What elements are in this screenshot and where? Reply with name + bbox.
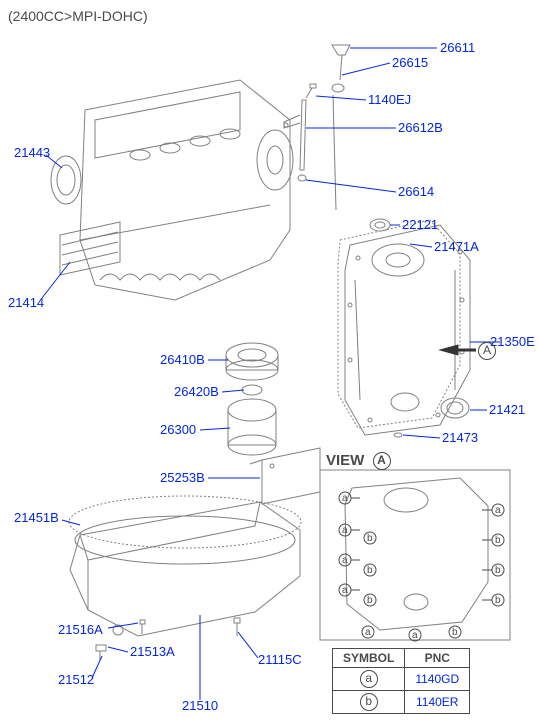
callout-26410B[interactable]: 26410B <box>160 352 205 367</box>
view-label-text: VIEW <box>326 452 364 469</box>
callout-26615[interactable]: 26615 <box>392 55 428 70</box>
table-row: a 1140GD <box>333 668 470 691</box>
callout-22121[interactable]: 22121 <box>402 217 438 232</box>
callout-21516A[interactable]: 21516A <box>58 622 103 637</box>
callout-21471A[interactable]: 21471A <box>434 239 479 254</box>
table-row: b 1140ER <box>333 691 470 714</box>
svg-text:b: b <box>495 565 501 576</box>
callout-21414[interactable]: 21414 <box>8 295 44 310</box>
callout-26614[interactable]: 26614 <box>398 184 434 199</box>
callout-21350E[interactable]: 21350E <box>490 334 535 349</box>
callout-26612B[interactable]: 26612B <box>398 120 443 135</box>
callout-21115C[interactable]: 21115C <box>258 652 302 667</box>
callout-21473[interactable]: 21473 <box>442 430 478 445</box>
callout-21512[interactable]: 21512 <box>58 672 94 687</box>
sym-b: b <box>360 693 378 711</box>
callout-21443[interactable]: 21443 <box>14 145 50 160</box>
callout-25253B[interactable]: 25253B <box>160 470 205 485</box>
view-letter: A <box>373 452 391 470</box>
callout-21451B[interactable]: 21451B <box>14 510 59 525</box>
svg-text:b: b <box>452 627 458 638</box>
callout-26420B[interactable]: 26420B <box>174 384 219 399</box>
view-title: VIEW A <box>326 452 391 470</box>
detail-marker-A: A <box>478 342 496 360</box>
pnc-a[interactable]: 1140GD <box>405 668 470 691</box>
th-pnc: PNC <box>405 649 470 668</box>
callout-21510[interactable]: 21510 <box>182 698 218 713</box>
svg-text:a: a <box>342 493 348 504</box>
callout-21513A[interactable]: 21513A <box>130 644 175 659</box>
detail-arrow <box>440 345 476 355</box>
svg-text:a: a <box>342 525 348 536</box>
svg-text:b: b <box>367 565 373 576</box>
symbol-pnc-table: SYMBOL PNC a 1140GD b 1140ER <box>332 648 470 714</box>
svg-text:a: a <box>365 627 371 638</box>
th-symbol: SYMBOL <box>333 649 405 668</box>
svg-text:b: b <box>495 595 501 606</box>
svg-text:a: a <box>495 505 501 516</box>
sym-a: a <box>360 670 378 688</box>
callout-26300[interactable]: 26300 <box>160 422 196 437</box>
svg-text:b: b <box>367 533 373 544</box>
svg-text:a: a <box>342 555 348 566</box>
callout-1140EJ[interactable]: 1140EJ <box>368 92 411 107</box>
callout-21421[interactable]: 21421 <box>489 402 525 417</box>
svg-text:b: b <box>367 595 373 606</box>
callout-26611[interactable]: 26611 <box>440 40 475 55</box>
svg-text:a: a <box>412 630 418 641</box>
diagram-canvas: a a a a a a a b b b b b b b <box>0 0 539 727</box>
svg-text:a: a <box>342 585 348 596</box>
svg-text:b: b <box>495 535 501 546</box>
pnc-b[interactable]: 1140ER <box>405 691 470 714</box>
